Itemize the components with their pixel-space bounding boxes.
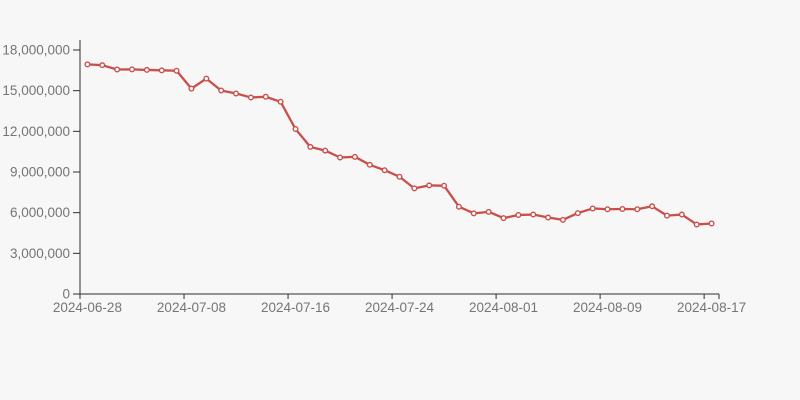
y-axis-tick-label: 15,000,000 [2, 83, 70, 98]
data-point-marker [441, 182, 448, 189]
data-point-marker [351, 153, 358, 160]
y-axis-tick-label: 9,000,000 [10, 164, 70, 179]
data-point-marker [84, 61, 91, 68]
data-point-marker [247, 94, 254, 101]
x-axis-tick-label: 2024-07-08 [157, 300, 226, 315]
x-axis-tick-label: 2024-07-16 [261, 300, 330, 315]
data-point-marker [203, 75, 210, 82]
data-point-marker [515, 211, 522, 218]
y-axis-tick-label: 3,000,000 [10, 246, 70, 261]
data-point-marker [292, 126, 299, 133]
data-point-marker [173, 67, 180, 74]
data-point-marker [188, 85, 195, 92]
x-axis-tick-label: 2024-06-28 [53, 300, 122, 315]
data-point-marker [470, 210, 477, 217]
y-axis-tick-label: 6,000,000 [10, 205, 70, 220]
y-axis-tick-label: 12,000,000 [2, 124, 70, 139]
x-axis-tick-label: 2024-08-01 [469, 300, 538, 315]
data-point-marker [158, 67, 165, 74]
y-axis-tick-label: 18,000,000 [2, 42, 70, 57]
data-point-marker [589, 205, 596, 212]
data-point-marker [322, 147, 329, 154]
data-point-marker [545, 214, 552, 221]
data-point-marker [663, 212, 670, 219]
x-axis-tick-label: 2024-07-24 [365, 300, 435, 315]
data-point-marker [381, 167, 388, 174]
data-point-marker [396, 173, 403, 180]
data-point-marker [574, 210, 581, 217]
data-point-marker [693, 221, 700, 228]
data-point-marker [604, 206, 611, 213]
data-point-marker [426, 182, 433, 189]
data-point-marker [337, 154, 344, 161]
y-axis-tick-label: 0 [62, 287, 70, 302]
data-point-marker [143, 66, 150, 73]
data-point-marker [262, 93, 269, 100]
data-point-marker [129, 66, 136, 73]
data-point-marker [218, 87, 225, 94]
data-point-marker [277, 98, 284, 105]
x-axis-tick-label: 2024-08-09 [573, 300, 642, 315]
data-point-marker [649, 203, 656, 210]
data-point-marker [99, 62, 106, 69]
data-point-marker [500, 215, 507, 222]
data-point-marker [634, 206, 641, 213]
data-point-marker [233, 90, 240, 97]
data-point-marker [530, 211, 537, 218]
data-point-marker [559, 216, 566, 223]
data-point-marker [366, 161, 373, 168]
x-axis-tick-label: 2024-08-17 [677, 300, 746, 315]
data-point-marker [708, 220, 715, 227]
trend-line [86, 63, 713, 226]
data-point-marker [485, 208, 492, 215]
data-point-marker [411, 185, 418, 192]
data-point-marker [307, 143, 314, 150]
data-point-marker [678, 211, 685, 218]
data-point-marker [455, 203, 462, 210]
data-point-marker [114, 66, 121, 73]
data-point-marker [619, 206, 626, 213]
